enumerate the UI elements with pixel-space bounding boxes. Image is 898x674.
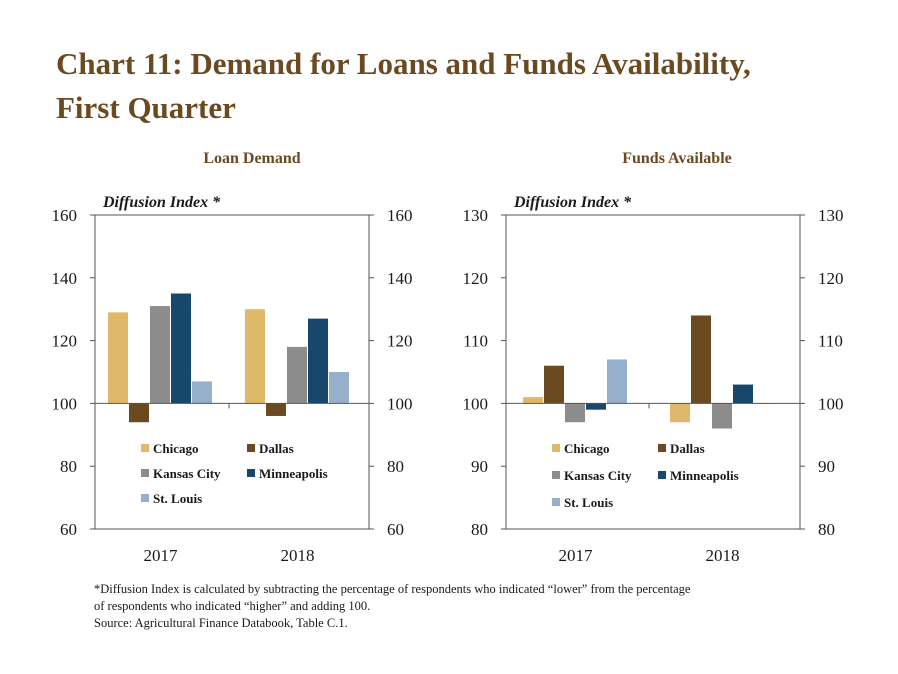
funds-available-bar-minneapolis-2017 [586,403,606,410]
funds-available-legend-swatch [658,471,666,479]
loan-demand-ytick-label-right: 100 [387,394,413,413]
funds-available-bar-minneapolis-2018 [733,384,753,404]
loan-demand-bar-st-louis-2018 [329,372,349,404]
funds-available-ytick-label-right: 90 [818,457,835,476]
funds-available-bar-kansas-city-2018 [712,403,732,429]
funds-available-panel-title: Funds Available [622,150,732,167]
funds-available-ytick-label-left: 90 [471,457,488,476]
funds-available-bar-chicago-2017 [523,397,543,404]
loan-demand-ytick-label-right: 120 [387,332,413,351]
loan-demand-bar-dallas-2017 [129,403,149,423]
loan-demand-ytick-label-left: 120 [52,332,78,351]
loan-demand-legend-label: Dallas [259,441,294,456]
funds-available-xtick-label: 2018 [706,546,740,565]
funds-available-legend-label: St. Louis [564,495,613,510]
loan-demand-legend-swatch [247,469,255,477]
loan-demand-xtick-label: 2018 [281,546,315,565]
funds-available-ytick-label-right: 130 [818,206,844,225]
loan-demand-legend-swatch [141,469,149,477]
funds-available-legend-label: Chicago [564,441,610,456]
loan-demand-ytick-label-right: 60 [387,520,404,539]
funds-available-bar-st-louis-2017 [607,359,627,404]
loan-demand-plot-frame [94,214,370,530]
funds-available-xtick-label: 2017 [559,546,594,565]
footnote: *Diffusion Index is calculated by subtra… [94,581,854,632]
funds-available-ytick-label-right: 110 [818,332,843,351]
source-note: Source: Agricultural Finance Databook, T… [94,616,348,630]
funds-available-ytick-label-right: 120 [818,269,844,288]
footnote-line-2: of respondents who indicated “higher” an… [94,599,371,613]
loan-demand-panel-title: Loan Demand [203,150,301,167]
loan-demand-bar-minneapolis-2017 [171,293,191,404]
loan-demand-xtick-label: 2017 [144,546,179,565]
funds-available-legend-swatch [552,498,560,506]
funds-available-ytick-label-left: 80 [471,520,488,539]
chart-title-line-2: First Quarter [56,90,236,125]
loan-demand-ylabel: Diffusion Index * [102,194,221,211]
loan-demand-ytick-label-left: 160 [52,206,78,225]
loan-demand-ytick-label-right: 160 [387,206,413,225]
loan-demand-ytick-label-right: 140 [387,269,413,288]
funds-available-legend-swatch [552,444,560,452]
loan-demand-legend-label: St. Louis [153,491,202,506]
funds-available-bar-chicago-2018 [670,403,690,423]
chart-title: Chart 11: Demand for Loans and Funds Ava… [56,42,856,130]
funds-available-bar-dallas-2017 [544,365,564,404]
loan-demand-legend-label: Minneapolis [259,466,328,481]
funds-available-legend-swatch [552,471,560,479]
funds-available-ytick-label-left: 110 [463,332,488,351]
loan-demand-bar-kansas-city-2017 [150,306,170,404]
loan-demand-legend-label: Chicago [153,441,199,456]
footnote-line-1: *Diffusion Index is calculated by subtra… [94,582,691,596]
funds-available-ytick-label-left: 120 [463,269,489,288]
loan-demand-bar-dallas-2018 [266,403,286,416]
funds-available-ytick-label-right: 100 [818,394,844,413]
loan-demand-legend-swatch [247,444,255,452]
funds-available-bar-kansas-city-2017 [565,403,585,423]
loan-demand-legend-swatch [141,444,149,452]
loan-demand-bar-chicago-2017 [108,312,128,404]
loan-demand-ytick-label-right: 80 [387,457,404,476]
loan-demand-legend-swatch [141,494,149,502]
funds-available-legend-label: Dallas [670,441,705,456]
funds-available-ytick-label-right: 80 [818,520,835,539]
loan-demand-legend-label: Kansas City [153,466,221,481]
funds-available-legend-label: Kansas City [564,468,632,483]
loan-demand-bar-kansas-city-2018 [287,346,307,404]
loan-demand-bar-st-louis-2017 [192,381,212,404]
loan-demand-bar-chicago-2018 [245,309,265,404]
funds-available-ylabel: Diffusion Index * [513,194,632,211]
loan-demand-ytick-label-left: 140 [52,269,78,288]
funds-available-ytick-label-left: 100 [463,394,489,413]
funds-available-plot-frame [505,214,801,530]
loan-demand-ytick-label-left: 60 [60,520,77,539]
loan-demand-ytick-label-left: 100 [52,394,78,413]
loan-demand-ytick-label-left: 80 [60,457,77,476]
funds-available-ytick-label-left: 130 [463,206,489,225]
chart-title-line-1: Chart 11: Demand for Loans and Funds Ava… [56,46,751,81]
funds-available-legend-swatch [658,444,666,452]
funds-available-bar-dallas-2018 [691,315,711,404]
funds-available-legend-label: Minneapolis [670,468,739,483]
loan-demand-bar-minneapolis-2018 [308,318,328,404]
